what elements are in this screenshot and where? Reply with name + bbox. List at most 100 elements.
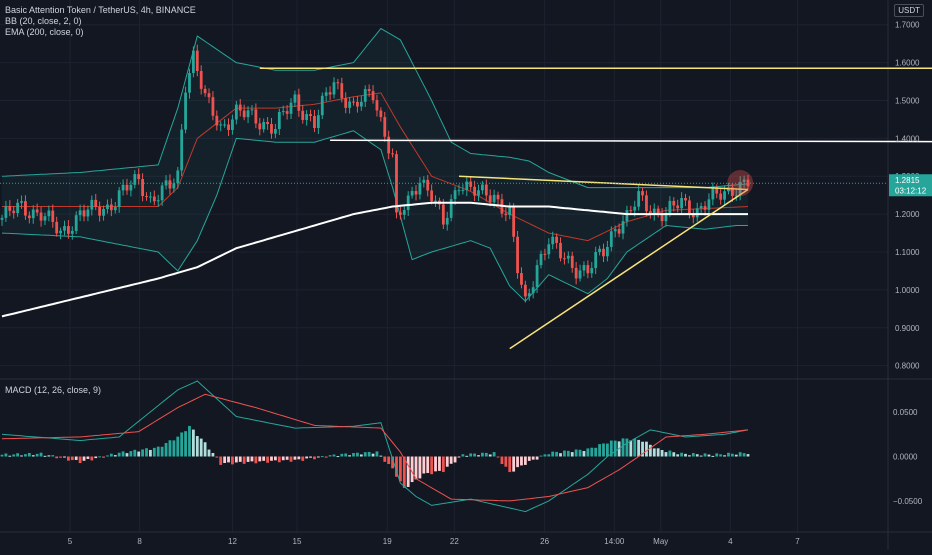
macd-histogram-bar xyxy=(24,454,27,457)
macd-histogram-bar xyxy=(484,452,488,457)
resistance-line-mid[interactable] xyxy=(330,139,932,143)
macd-histogram-bar xyxy=(285,456,289,460)
macd-histogram-bar xyxy=(254,456,258,464)
macd-histogram-bar xyxy=(738,452,742,457)
candle-body xyxy=(367,89,371,92)
candle-body xyxy=(383,117,387,137)
candle-body xyxy=(711,187,715,200)
macd-histogram-bar xyxy=(481,452,484,457)
price-tick-label: 0.8000 xyxy=(895,362,920,371)
macd-histogram-bar xyxy=(426,456,430,473)
candle-body xyxy=(699,206,703,209)
macd-histogram-bar xyxy=(449,456,453,464)
macd-histogram-bar xyxy=(383,456,387,462)
candle-body xyxy=(481,184,484,191)
candle-body xyxy=(520,273,523,285)
candle-body xyxy=(555,236,559,243)
price-tick-label: 1.7000 xyxy=(895,21,920,30)
candle-body xyxy=(609,231,613,247)
macd-histogram-bar xyxy=(523,456,527,465)
macd-histogram-bar xyxy=(356,452,359,457)
macd-histogram-bar xyxy=(184,431,187,457)
price-tick-label: 1.6000 xyxy=(895,59,920,68)
macd-histogram-bar xyxy=(250,456,254,462)
candle-body xyxy=(238,104,242,111)
price-tick-label: 0.9000 xyxy=(895,324,920,333)
candle-body xyxy=(98,206,102,216)
macd-histogram-bar xyxy=(668,450,672,457)
breakout-highlight xyxy=(727,170,754,197)
candle-body xyxy=(180,129,184,171)
candle-body xyxy=(51,210,55,222)
macd-histogram-bar xyxy=(66,456,70,461)
candle-body xyxy=(430,190,434,202)
macd-histogram-bar xyxy=(180,432,184,457)
macd-histogram-bar xyxy=(102,456,105,458)
macd-histogram-bar xyxy=(262,456,266,461)
macd-histogram-bar xyxy=(121,451,125,457)
candle-body xyxy=(207,93,211,98)
macd-histogram-bar xyxy=(309,456,312,458)
macd-histogram-bar xyxy=(207,449,211,457)
time-tick-label: 22 xyxy=(450,537,459,546)
macd-histogram-bar xyxy=(348,455,352,457)
candle-body xyxy=(348,101,352,108)
macd-histogram-bar xyxy=(680,452,684,457)
macd-histogram-bar xyxy=(266,456,269,463)
macd-histogram-bar xyxy=(125,453,129,457)
symbol-title[interactable]: Basic Attention Token / TetherUS, 4h, BI… xyxy=(5,5,196,15)
candle-body xyxy=(742,179,746,182)
macd-indicator-label[interactable]: MACD (12, 26, close, 9) xyxy=(5,385,102,395)
macd-histogram-bar xyxy=(35,453,39,457)
currency-button[interactable]: USDT xyxy=(894,4,924,17)
macd-histogram-bar xyxy=(664,452,668,457)
candle-body xyxy=(551,236,555,245)
macd-histogram-bar xyxy=(406,456,410,487)
macd-histogram-bar xyxy=(117,452,121,457)
time-tick-label: 19 xyxy=(383,537,392,546)
macd-histogram-bar xyxy=(238,456,242,462)
macd-histogram-bar xyxy=(723,455,726,457)
macd-histogram-bar xyxy=(223,456,227,464)
macd-histogram-bar xyxy=(742,453,746,457)
candle-body xyxy=(281,111,285,113)
last-price-tag[interactable] xyxy=(889,174,932,197)
candle-body xyxy=(566,255,570,259)
ema-indicator-label[interactable]: EMA (200, close, 0) xyxy=(5,27,84,37)
macd-histogram-bar xyxy=(164,443,168,457)
macd-histogram-bar xyxy=(699,455,703,457)
candle-body xyxy=(664,213,668,222)
macd-histogram-bar xyxy=(195,436,199,457)
ascending-trendline[interactable] xyxy=(509,188,749,350)
macd-histogram-bar xyxy=(363,452,367,457)
candle-body xyxy=(156,200,160,202)
macd-histogram-bar xyxy=(156,446,160,457)
candle-body xyxy=(641,191,644,196)
macd-histogram-bar xyxy=(297,456,301,460)
candle-body xyxy=(168,180,172,189)
macd-histogram-bar xyxy=(328,455,332,457)
macd-histogram-bar xyxy=(63,456,66,458)
candle-body xyxy=(313,115,316,128)
candle-body xyxy=(402,210,406,215)
macd-histogram-bar xyxy=(703,453,707,457)
bb-indicator-label[interactable]: BB (20, close, 2, 0) xyxy=(5,16,82,26)
price-tick-label: 1.2000 xyxy=(895,210,920,219)
candle-body xyxy=(137,174,141,180)
macd-histogram-bar xyxy=(469,453,473,457)
candle-body xyxy=(149,196,152,198)
candle-body xyxy=(434,200,437,202)
bollinger-upper-line xyxy=(1,27,749,189)
candle-body xyxy=(188,73,191,93)
macd-histogram-bar xyxy=(86,456,90,459)
macd-histogram-bar xyxy=(219,456,223,465)
macd-histogram-bar xyxy=(145,448,148,457)
candle-body xyxy=(645,195,648,212)
macd-histogram-bar xyxy=(625,438,629,457)
candle-body xyxy=(535,265,539,288)
macd-histogram-bar xyxy=(313,456,316,460)
time-tick-label: May xyxy=(653,537,668,546)
macd-histogram-bar xyxy=(422,456,426,474)
